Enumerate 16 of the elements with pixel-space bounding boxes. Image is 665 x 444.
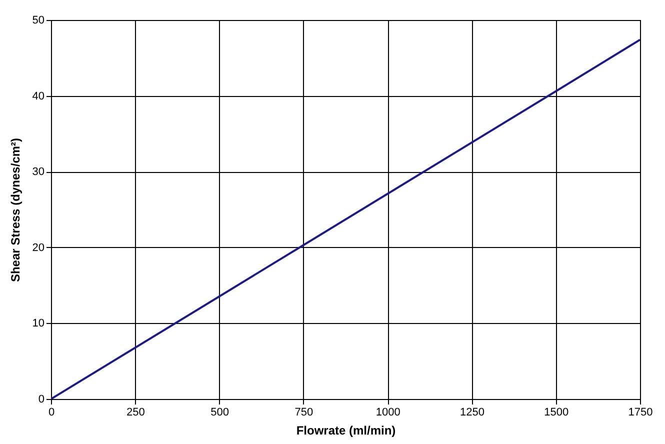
y-tick-label: 30 xyxy=(32,166,44,178)
y-tick-label: 10 xyxy=(32,318,44,330)
x-tick-label: 750 xyxy=(294,406,314,418)
y-tick-label: 20 xyxy=(32,242,44,254)
y-axis-title: Shear Stress (dynes/cm²) xyxy=(8,138,22,282)
x-tick-label: 1000 xyxy=(376,406,400,418)
y-tick-label: 50 xyxy=(32,14,44,26)
y-tick-label: 40 xyxy=(32,90,44,102)
x-tick-label: 1250 xyxy=(460,406,484,418)
x-tick-label: 1500 xyxy=(544,406,569,418)
x-tick-label: 250 xyxy=(126,406,145,418)
x-tick-label: 500 xyxy=(210,406,229,418)
x-tick-label: 1750 xyxy=(628,406,653,418)
x-axis-title: Flowrate (ml/min) xyxy=(296,424,396,438)
x-tick-label: 0 xyxy=(48,406,55,418)
y-tick-label: 0 xyxy=(38,394,44,406)
